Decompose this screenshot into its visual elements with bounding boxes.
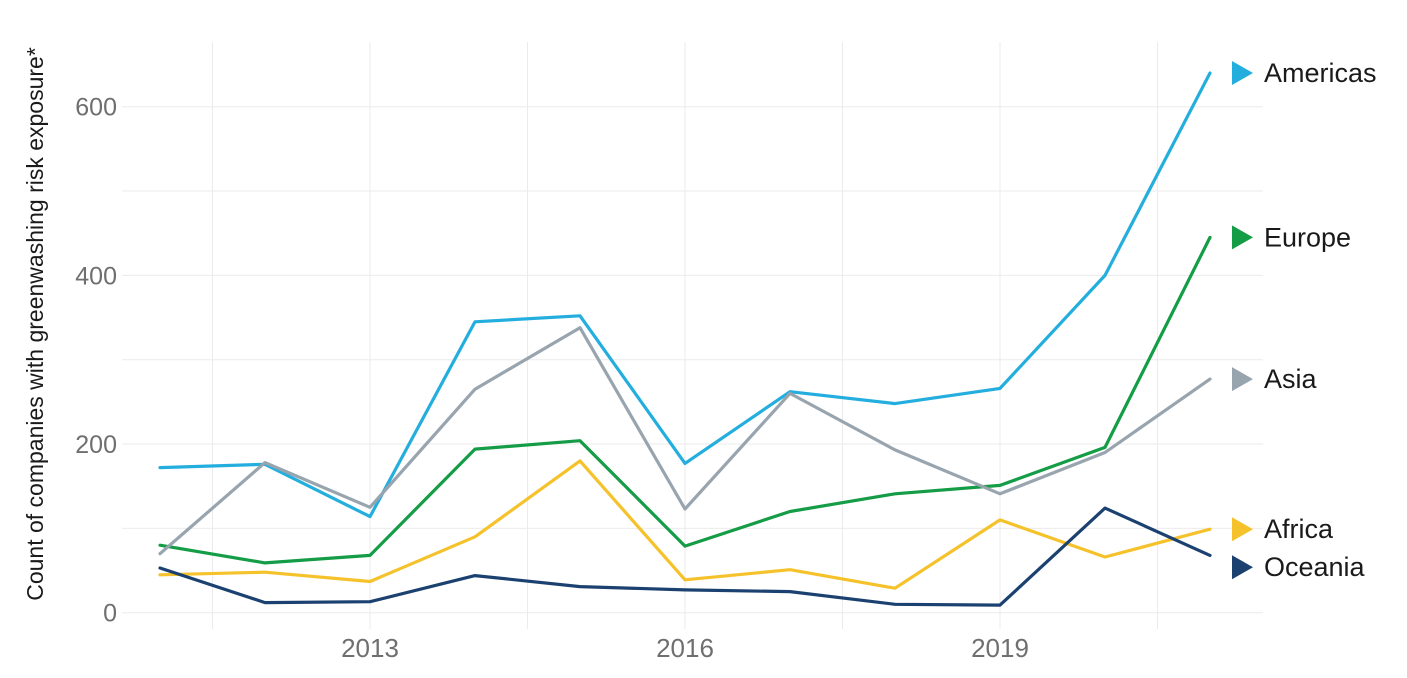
legend-item-africa: Africa bbox=[1232, 514, 1334, 544]
legend-item-oceania: Oceania bbox=[1232, 552, 1366, 582]
series-line-africa bbox=[158, 459, 1212, 590]
legend-label-oceania: Oceania bbox=[1264, 552, 1366, 582]
legend-item-europe: Europe bbox=[1232, 222, 1351, 252]
legend-item-asia: Asia bbox=[1232, 364, 1318, 394]
legend-label-asia: Asia bbox=[1264, 364, 1318, 394]
legend-triangle-europe-icon bbox=[1232, 225, 1253, 250]
y-tick-label-400: 400 bbox=[75, 262, 117, 290]
legend-item-americas: Americas bbox=[1232, 58, 1377, 88]
y-tick-label-200: 200 bbox=[75, 431, 117, 459]
x-tick-label-2016: 2016 bbox=[656, 633, 714, 663]
series-line-europe bbox=[158, 235, 1212, 565]
series-line-americas bbox=[158, 71, 1212, 519]
legend-triangle-africa-icon bbox=[1232, 517, 1253, 542]
legend-label-americas: Americas bbox=[1264, 58, 1377, 88]
y-tick-label-600: 600 bbox=[75, 94, 117, 122]
series-line-oceania bbox=[158, 506, 1212, 607]
y-axis-title: Count of companies with greenwashing ris… bbox=[22, 47, 48, 601]
legend-label-africa: Africa bbox=[1264, 514, 1334, 544]
y-tick-label-0: 0 bbox=[103, 600, 117, 628]
legend-label-europe: Europe bbox=[1264, 222, 1351, 252]
legend-triangle-asia-icon bbox=[1232, 367, 1253, 392]
x-tick-label-2019: 2019 bbox=[971, 633, 1029, 663]
legend-triangle-oceania-icon bbox=[1232, 555, 1253, 580]
series-line-asia bbox=[158, 326, 1212, 556]
x-tick-label-2013: 2013 bbox=[341, 633, 399, 663]
legend-triangle-americas-icon bbox=[1232, 60, 1253, 85]
